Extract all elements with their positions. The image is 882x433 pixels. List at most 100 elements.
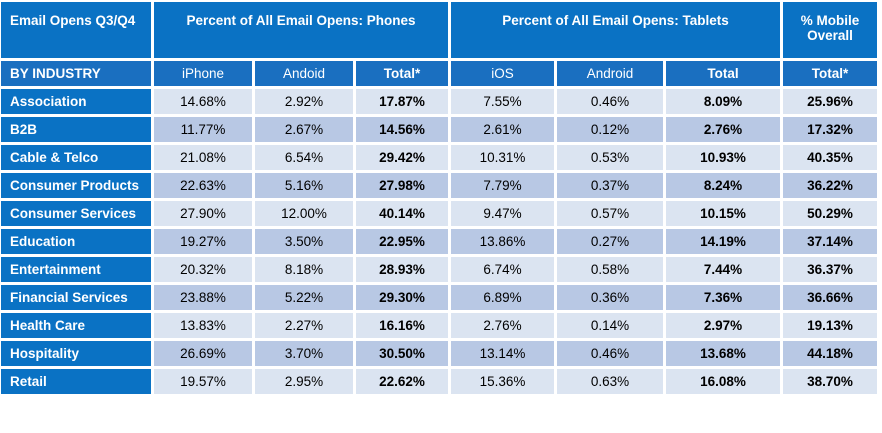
tablets-total-value: 2.97% — [666, 313, 781, 338]
mobile-overall-header-line2: Overall — [807, 28, 853, 43]
industry-column-header: BY INDUSTRY — [1, 61, 151, 86]
phones-total-value: 22.95% — [356, 229, 449, 254]
tablets-total-value: 10.15% — [666, 201, 781, 226]
industry-name: Consumer Products — [1, 173, 151, 198]
email-opens-table: Email Opens Q3/Q4 Percent of All Email O… — [1, 2, 878, 394]
phones-group-header: Percent of All Email Opens: Phones — [154, 2, 449, 58]
mobile-total-value: 50.29% — [783, 201, 878, 226]
mobile-total-value: 44.18% — [783, 341, 878, 366]
phones-total-value: 29.42% — [356, 145, 449, 170]
table-row: Hospitality 26.69% 3.70% 30.50% 13.14% 0.46% 1… — [1, 341, 878, 366]
table-row: Association 14.68% 2.92% 17.87% 7.55% 0.46% 8.… — [1, 89, 878, 114]
android-tablet-value: 0.12% — [557, 117, 664, 142]
tablets-total-value: 16.08% — [666, 369, 781, 394]
industry-name: Education — [1, 229, 151, 254]
tablets-total-value: 7.36% — [666, 285, 781, 310]
phones-total-value: 17.87% — [356, 89, 449, 114]
phones-total-value: 40.14% — [356, 201, 449, 226]
mobile-total-value: 38.70% — [783, 369, 878, 394]
subheader-row: BY INDUSTRY iPhone Andoid Total* iOS And… — [1, 61, 878, 86]
iphone-value: 21.08% — [154, 145, 252, 170]
android-phone-column-header: Andoid — [255, 61, 353, 86]
iphone-value: 26.69% — [154, 341, 252, 366]
table-row: Health Care 13.83% 2.27% 16.16% 2.76% 0.14% 2.… — [1, 313, 878, 338]
tablets-total-value: 8.24% — [666, 173, 781, 198]
android-tablet-value: 0.46% — [557, 89, 664, 114]
table-row: Education 19.27% 3.50% 22.95% 13.86% 0.27% 14.… — [1, 229, 878, 254]
android-phone-value: 3.70% — [255, 341, 353, 366]
tablets-total-value: 8.09% — [666, 89, 781, 114]
tablets-total-value: 2.76% — [666, 117, 781, 142]
industry-name: B2B — [1, 117, 151, 142]
iphone-value: 13.83% — [154, 313, 252, 338]
mobile-overall-header-line1: % Mobile — [800, 13, 860, 28]
table-row: Consumer Products 22.63% 5.16% 27.98% 7.79% 0… — [1, 173, 878, 198]
android-tablet-value: 0.58% — [557, 257, 664, 282]
mobile-total-value: 36.66% — [783, 285, 878, 310]
tablets-total-value: 13.68% — [666, 341, 781, 366]
industry-name: Consumer Services — [1, 201, 151, 226]
android-tablet-value: 0.27% — [557, 229, 664, 254]
table-row: B2B 11.77% 2.67% 14.56% 2.61% 0.12% 2.76% 17.32… — [1, 117, 878, 142]
iphone-value: 27.90% — [154, 201, 252, 226]
iphone-value: 19.27% — [154, 229, 252, 254]
mobile-total-column-header: Total* — [783, 61, 878, 86]
android-tablet-column-header: Android — [557, 61, 664, 86]
android-phone-value: 6.54% — [255, 145, 353, 170]
android-phone-value: 5.22% — [255, 285, 353, 310]
industry-name: Financial Services — [1, 285, 151, 310]
industry-name: Health Care — [1, 313, 151, 338]
phones-total-value: 30.50% — [356, 341, 449, 366]
mobile-total-value: 17.32% — [783, 117, 878, 142]
iphone-value: 22.63% — [154, 173, 252, 198]
ios-value: 6.89% — [451, 285, 555, 310]
tablets-total-value: 14.19% — [666, 229, 781, 254]
iphone-value: 11.77% — [154, 117, 252, 142]
mobile-total-value: 36.37% — [783, 257, 878, 282]
table-title: Email Opens Q3/Q4 — [1, 2, 151, 58]
industry-name: Cable & Telco — [1, 145, 151, 170]
tablets-group-header: Percent of All Email Opens: Tablets — [451, 2, 781, 58]
mobile-total-value: 37.14% — [783, 229, 878, 254]
industry-name: Hospitality — [1, 341, 151, 366]
android-phone-value: 3.50% — [255, 229, 353, 254]
android-phone-value: 2.27% — [255, 313, 353, 338]
ios-value: 10.31% — [451, 145, 555, 170]
ios-value: 2.76% — [451, 313, 555, 338]
table-row: Financial Services 23.88% 5.22% 29.30% 6.89%… — [1, 285, 878, 310]
table-row: Cable & Telco 21.08% 6.54% 29.42% 10.31% 0.53… — [1, 145, 878, 170]
android-tablet-value: 0.36% — [557, 285, 664, 310]
phones-total-column-header: Total* — [356, 61, 449, 86]
android-tablet-value: 0.37% — [557, 173, 664, 198]
phones-total-value: 28.93% — [356, 257, 449, 282]
mobile-total-value: 25.96% — [783, 89, 878, 114]
android-phone-value: 8.18% — [255, 257, 353, 282]
table-row: Entertainment 20.32% 8.18% 28.93% 6.74% 0.58%… — [1, 257, 878, 282]
phones-total-value: 14.56% — [356, 117, 449, 142]
mobile-total-value: 36.22% — [783, 173, 878, 198]
android-phone-value: 2.92% — [255, 89, 353, 114]
iphone-value: 20.32% — [154, 257, 252, 282]
phones-total-value: 16.16% — [356, 313, 449, 338]
ios-value: 9.47% — [451, 201, 555, 226]
ios-value: 15.36% — [451, 369, 555, 394]
iphone-column-header: iPhone — [154, 61, 252, 86]
android-tablet-value: 0.63% — [557, 369, 664, 394]
android-tablet-value: 0.53% — [557, 145, 664, 170]
ios-value: 2.61% — [451, 117, 555, 142]
table-row: Consumer Services 27.90% 12.00% 40.14% 9.47%… — [1, 201, 878, 226]
phones-total-value: 29.30% — [356, 285, 449, 310]
mobile-overall-header: % Mobile Overall — [783, 2, 878, 58]
mobile-total-value: 40.35% — [783, 145, 878, 170]
industry-name: Association — [1, 89, 151, 114]
header-row: Email Opens Q3/Q4 Percent of All Email O… — [1, 2, 878, 58]
phones-total-value: 27.98% — [356, 173, 449, 198]
android-phone-value: 2.67% — [255, 117, 353, 142]
tablets-total-value: 10.93% — [666, 145, 781, 170]
industry-name: Retail — [1, 369, 151, 394]
ios-value: 6.74% — [451, 257, 555, 282]
android-phone-value: 12.00% — [255, 201, 353, 226]
iphone-value: 19.57% — [154, 369, 252, 394]
iphone-value: 23.88% — [154, 285, 252, 310]
tablets-total-column-header: Total — [666, 61, 781, 86]
